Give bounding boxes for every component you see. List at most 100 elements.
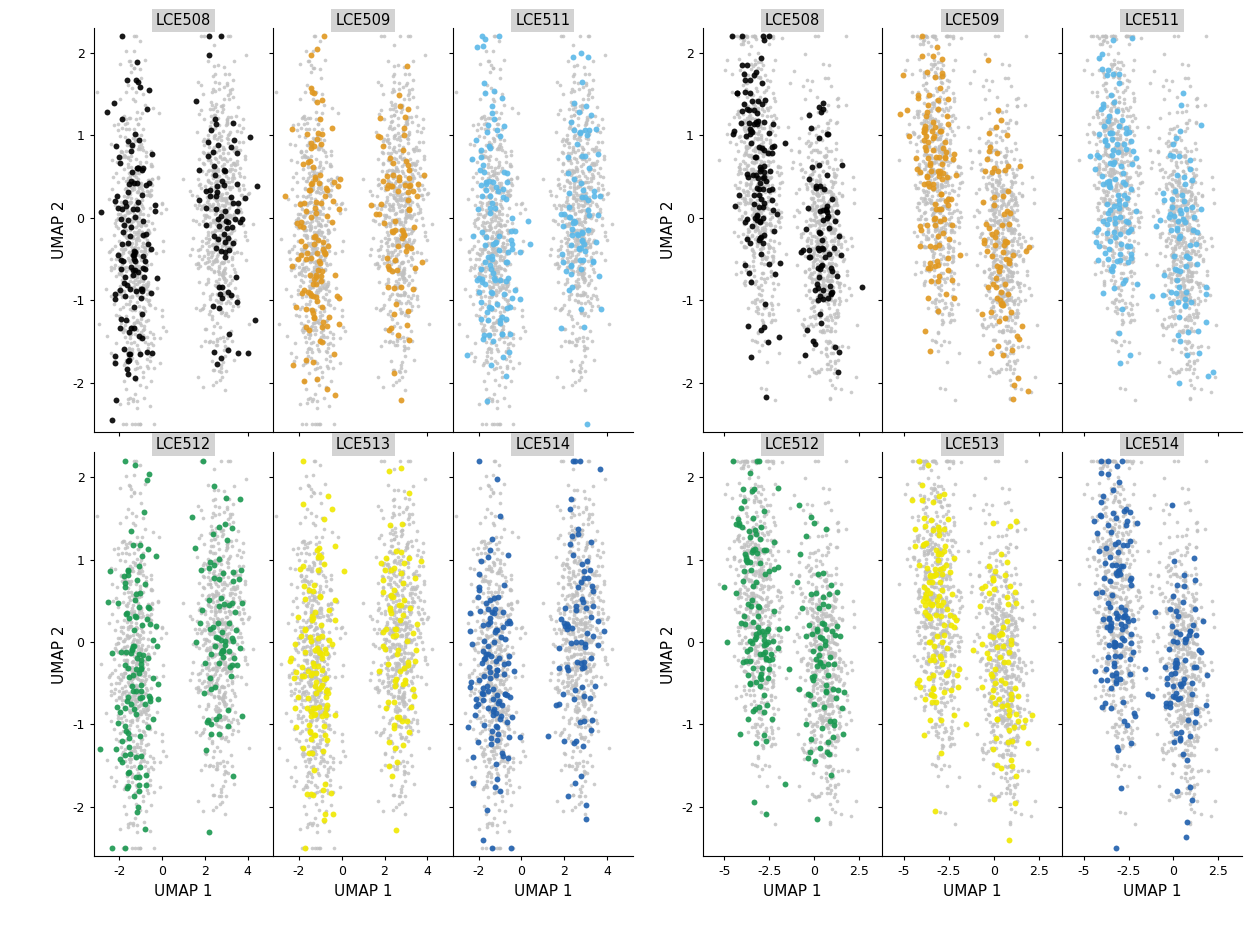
Point <box>932 740 952 755</box>
Point <box>1168 453 1188 468</box>
Point <box>916 232 936 247</box>
Title: LCE508: LCE508 <box>156 13 211 28</box>
Point <box>307 356 327 371</box>
Point <box>594 573 614 588</box>
Point <box>553 208 573 223</box>
Point <box>1189 651 1209 665</box>
Point <box>578 201 598 216</box>
Point <box>120 478 140 493</box>
Point <box>1098 46 1118 61</box>
Point <box>312 705 332 720</box>
Point <box>135 668 155 683</box>
Point <box>1172 749 1192 764</box>
Point <box>216 631 236 646</box>
Point <box>947 296 967 311</box>
Point <box>822 313 842 328</box>
Point <box>1187 99 1207 114</box>
Point <box>379 640 399 655</box>
Point <box>937 29 957 44</box>
Point <box>1163 788 1183 803</box>
Point <box>201 114 221 129</box>
Point <box>384 66 404 81</box>
Point <box>990 593 1010 608</box>
Point <box>997 204 1017 219</box>
Point <box>995 495 1015 510</box>
Point <box>978 319 998 334</box>
Point <box>931 192 951 207</box>
Point <box>316 282 336 297</box>
Point <box>1098 589 1118 604</box>
Point <box>922 209 942 224</box>
Point <box>568 521 588 536</box>
Point <box>929 139 948 154</box>
Point <box>985 665 1005 680</box>
Point <box>104 118 124 133</box>
Point <box>218 222 238 237</box>
Point <box>126 682 146 697</box>
Point <box>485 634 505 649</box>
Point <box>921 273 941 288</box>
Point <box>475 229 495 244</box>
Point <box>362 197 382 212</box>
Point <box>127 282 147 297</box>
Point <box>312 86 332 101</box>
Point <box>216 241 236 256</box>
Point <box>993 696 1013 711</box>
Point <box>216 305 236 320</box>
Point <box>497 293 517 308</box>
Point <box>281 345 301 360</box>
Point <box>1168 213 1188 228</box>
Point <box>819 646 839 661</box>
Point <box>973 620 993 635</box>
Point <box>472 747 492 762</box>
Point <box>120 328 140 343</box>
Point <box>562 710 582 725</box>
Point <box>480 563 500 578</box>
Point <box>220 124 240 139</box>
Point <box>805 204 825 219</box>
Point <box>1197 688 1217 703</box>
Point <box>559 643 579 658</box>
Point <box>480 649 500 664</box>
Point <box>1085 162 1104 177</box>
Point <box>473 260 493 275</box>
Point <box>301 140 321 155</box>
Point <box>574 695 594 709</box>
Point <box>493 318 513 333</box>
Point <box>1193 252 1213 267</box>
Point <box>806 579 826 594</box>
Point <box>202 114 222 129</box>
Point <box>1156 657 1176 672</box>
Point <box>1088 160 1108 175</box>
Point <box>393 272 413 287</box>
Point <box>470 710 490 725</box>
Point <box>286 732 306 747</box>
Point <box>1181 690 1201 705</box>
Point <box>392 582 412 597</box>
Point <box>810 267 830 282</box>
Point <box>480 188 500 203</box>
Point <box>394 645 414 660</box>
Point <box>948 592 968 607</box>
Point <box>182 665 202 680</box>
Point <box>931 143 951 158</box>
Point <box>393 139 413 154</box>
Point <box>993 191 1013 206</box>
Point <box>412 255 432 270</box>
Point <box>487 784 507 799</box>
Point <box>379 136 399 151</box>
Point <box>485 694 505 709</box>
Point <box>937 504 957 519</box>
Point <box>565 617 585 632</box>
Point <box>976 496 996 511</box>
Point <box>402 195 422 210</box>
Point <box>391 287 411 302</box>
Point <box>810 708 830 723</box>
Point <box>919 563 938 578</box>
Point <box>130 565 150 580</box>
Point <box>1001 289 1021 304</box>
Point <box>1123 675 1143 690</box>
Point <box>1191 118 1211 133</box>
Point <box>141 183 161 197</box>
Point <box>738 571 758 586</box>
